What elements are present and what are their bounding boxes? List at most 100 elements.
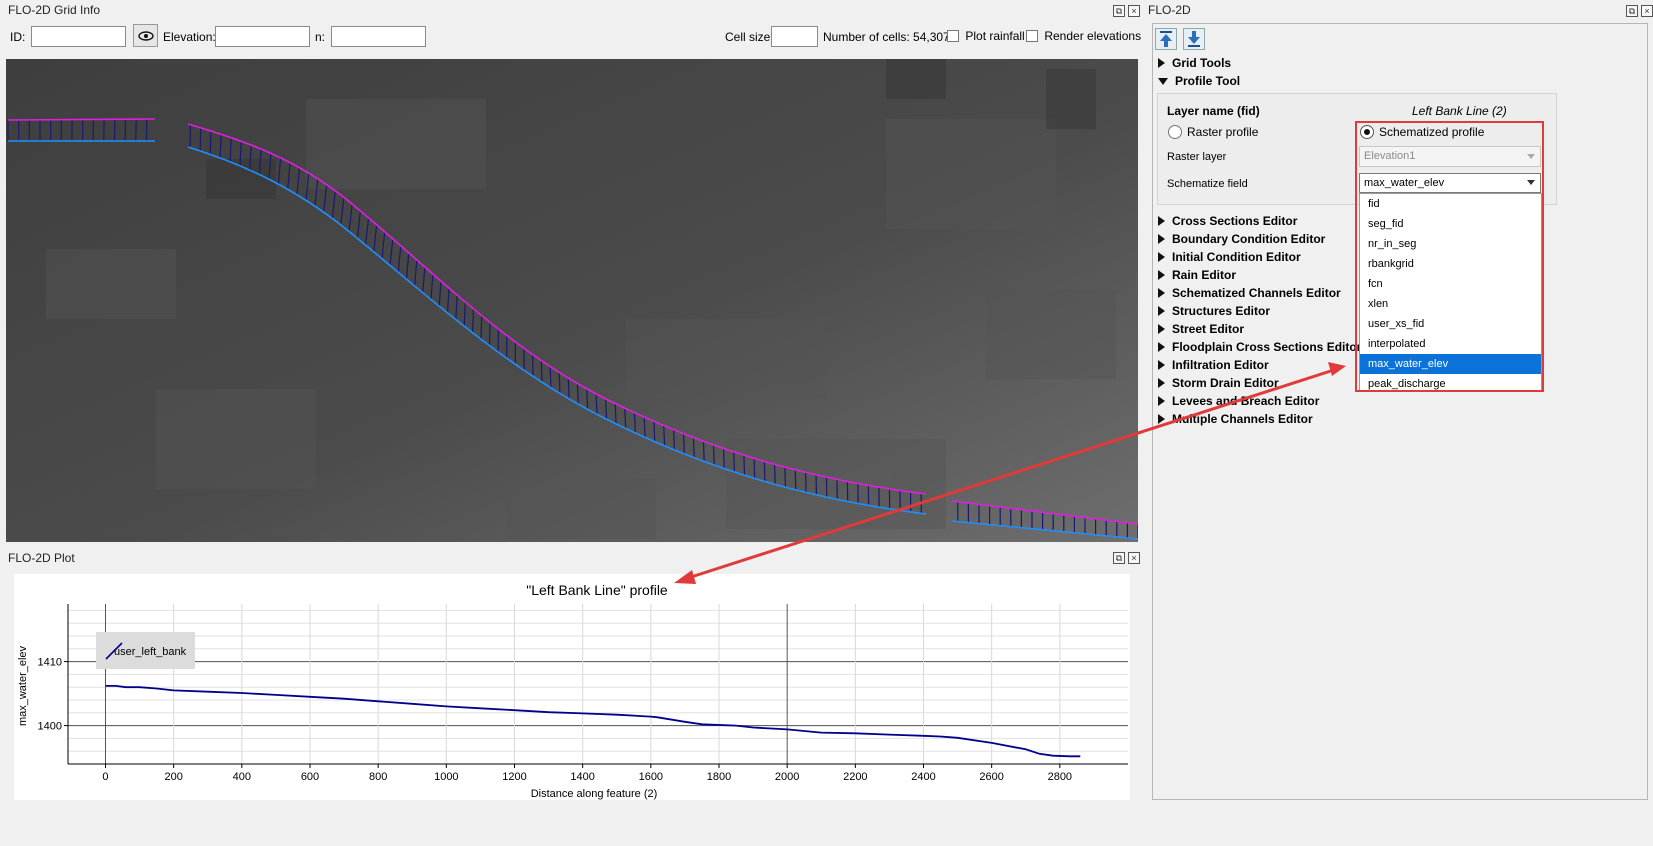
- eye-button[interactable]: [133, 24, 158, 47]
- plot-area: "Left Bank Line" profile 0 200 400 600 800 10…: [14, 574, 1130, 800]
- cell-size-field[interactable]: [771, 26, 818, 47]
- tree-editor-item[interactable]: Levees and Breach Editor: [1158, 392, 1361, 410]
- hatch-tick: [229, 137, 232, 162]
- hatch-tick: [549, 366, 552, 388]
- hatch-tick: [364, 217, 370, 246]
- close-icon[interactable]: ×: [1128, 552, 1140, 564]
- x-axis-label: Distance along feature (2): [531, 788, 658, 800]
- expand-triangle-icon: [1158, 324, 1165, 334]
- dropdown-option[interactable]: fcn: [1368, 278, 1383, 290]
- raster-layer-select[interactable]: Elevation1: [1359, 146, 1541, 167]
- plot-dock-buttons: ⧉ ×: [1113, 552, 1140, 564]
- hatch-tick: [567, 377, 570, 400]
- tree-editor-item[interactable]: Initial Condition Editor: [1158, 248, 1361, 266]
- chart-ticks: 0 200 400 600 800 1000 1200 1400 1600 1800 2000 220…: [38, 657, 1073, 783]
- hatch-tick: [653, 421, 656, 442]
- dropdown-option[interactable]: nr_in_seg: [1368, 238, 1417, 250]
- schematized-profile-radio[interactable]: Schematized profile: [1360, 125, 1484, 139]
- dropdown-option[interactable]: max_water_elev: [1360, 354, 1541, 374]
- profile-chart: "Left Bank Line" profile 0 200 400 600 800 10…: [17, 582, 1128, 800]
- dropdown-option[interactable]: user_xs_fid: [1368, 318, 1425, 330]
- hatch-tick: [614, 403, 617, 425]
- editor-list: Cross Sections Editor Boundary Condition …: [1158, 212, 1361, 428]
- hatch-tick: [356, 210, 361, 239]
- tree-profile-tool[interactable]: Profile Tool: [1158, 72, 1240, 90]
- hatch-tick: [463, 301, 466, 327]
- expand-triangle-icon: [1158, 378, 1165, 388]
- number-of-cells: Number of cells: 54,307: [823, 30, 950, 44]
- hatch-tick: [663, 425, 666, 446]
- expand-triangle-icon: [1158, 396, 1165, 406]
- tree-editor-item[interactable]: Structures Editor: [1158, 302, 1361, 320]
- float-icon[interactable]: ⧉: [1626, 5, 1638, 17]
- tree-editor-item[interactable]: Schematized Channels Editor: [1158, 284, 1361, 302]
- tree-label: Profile Tool: [1175, 74, 1241, 88]
- tree-label: Cross Sections Editor: [1172, 214, 1298, 228]
- chevron-down-icon: [1527, 180, 1535, 185]
- map-canvas[interactable]: [6, 59, 1138, 542]
- legend-line-swatch: [105, 642, 123, 660]
- tree-label: Initial Condition Editor: [1172, 250, 1301, 264]
- radio-icon: [1168, 125, 1182, 139]
- hatch-tick: [604, 398, 608, 420]
- hatch-tick: [331, 190, 336, 219]
- x-tick-label: 1600: [639, 771, 663, 783]
- radio-checked-icon: [1360, 125, 1374, 139]
- tree-editor-item[interactable]: Rain Editor: [1158, 266, 1361, 284]
- hatch-tick: [287, 162, 291, 190]
- close-icon[interactable]: ×: [1128, 5, 1140, 17]
- raster-profile-label: Raster profile: [1187, 125, 1259, 139]
- chevron-down-icon: [1527, 154, 1535, 159]
- n-field[interactable]: [331, 26, 426, 47]
- tree-editor-item[interactable]: Floodplain Cross Sections Editor: [1158, 338, 1361, 356]
- tree-editor-item[interactable]: Street Editor: [1158, 320, 1361, 338]
- hatch-tick: [576, 383, 579, 405]
- x-tick-label: 1400: [570, 771, 594, 783]
- tree-editor-item[interactable]: Multiple Channels Editor: [1158, 410, 1361, 428]
- tree-editor-item[interactable]: Storm Drain Editor: [1158, 374, 1361, 392]
- flo2d-panel-title: FLO-2D: [1148, 3, 1191, 17]
- expand-triangle-icon: [1158, 252, 1165, 262]
- tree-editor-item[interactable]: Cross Sections Editor: [1158, 212, 1361, 230]
- arrow-down-icon: [1188, 31, 1200, 47]
- hatch-tick: [774, 464, 776, 485]
- plot-rainfall-label: Plot rainfall: [965, 28, 1025, 43]
- tree-grid-tools[interactable]: Grid Tools: [1158, 54, 1231, 72]
- hatch-tick: [723, 448, 725, 469]
- dropdown-option[interactable]: rbankgrid: [1368, 258, 1414, 270]
- grid-info-dock-buttons: ⧉ ×: [1113, 5, 1140, 17]
- hatch-tick: [455, 294, 458, 320]
- expand-triangle-icon: [1158, 414, 1165, 424]
- hatch-tick: [389, 238, 394, 266]
- plot-rainfall-checkbox[interactable]: Plot rainfall: [947, 28, 1025, 43]
- legend-box: [96, 632, 195, 669]
- hatch-tick: [239, 141, 242, 166]
- raster-profile-radio[interactable]: Raster profile: [1168, 125, 1258, 139]
- hatch-tick: [296, 167, 301, 195]
- tree-label: Schematized Channels Editor: [1172, 286, 1341, 300]
- tree-editor-item[interactable]: Infiltration Editor: [1158, 356, 1361, 374]
- dropdown-option[interactable]: peak_discharge: [1368, 378, 1446, 390]
- hatch-tick: [249, 144, 252, 171]
- collapse-all-button[interactable]: [1155, 28, 1177, 50]
- x-tick-label: 0: [102, 771, 108, 783]
- dropdown-option[interactable]: xlen: [1368, 298, 1389, 310]
- expand-all-button[interactable]: [1183, 28, 1205, 50]
- elevation-field[interactable]: [215, 26, 310, 47]
- schematize-field-select[interactable]: max_water_elev: [1359, 173, 1541, 193]
- render-elevations-checkbox[interactable]: Render elevations: [1026, 28, 1141, 43]
- x-tick-label: 2600: [979, 771, 1003, 783]
- dropdown-option[interactable]: interpolated: [1368, 338, 1426, 350]
- close-icon[interactable]: ×: [1641, 5, 1653, 17]
- float-icon[interactable]: ⧉: [1113, 552, 1125, 564]
- id-field[interactable]: [31, 26, 126, 47]
- dropdown-option[interactable]: fid: [1368, 198, 1380, 210]
- layer-name-label: Layer name (fid): [1167, 104, 1260, 118]
- raster-layer-value: Elevation1: [1364, 150, 1416, 162]
- float-icon[interactable]: ⧉: [1113, 5, 1125, 17]
- tree-editor-item[interactable]: Boundary Condition Editor: [1158, 230, 1361, 248]
- x-tick-label: 800: [369, 771, 387, 783]
- x-tick-label: 600: [301, 771, 319, 783]
- dropdown-option[interactable]: seg_fid: [1368, 218, 1404, 230]
- schematize-field-value: max_water_elev: [1364, 177, 1445, 189]
